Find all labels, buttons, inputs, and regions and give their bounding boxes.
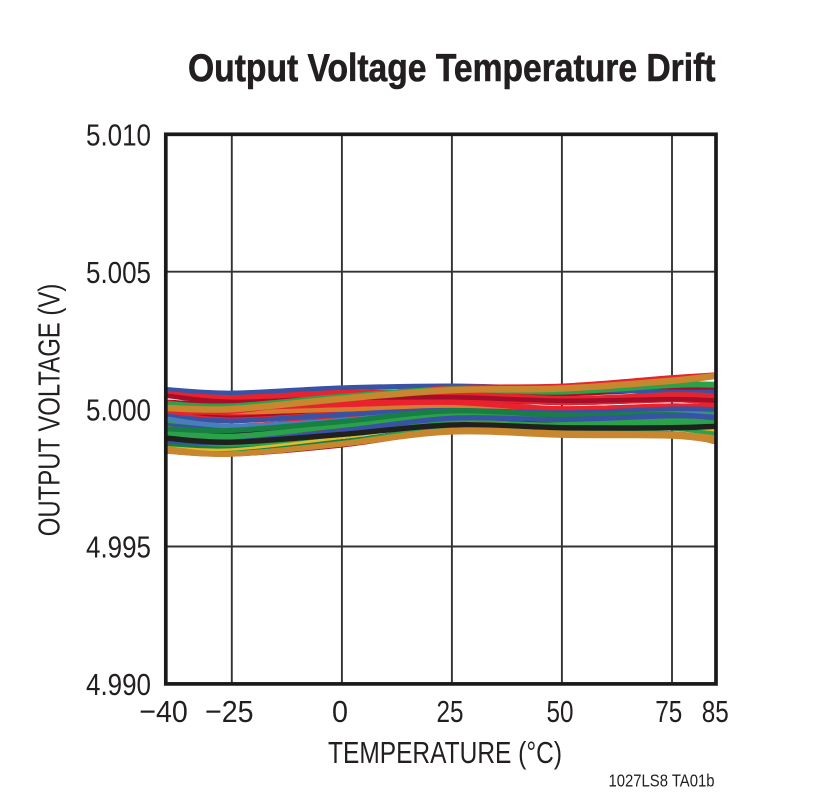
- svg-text:5.010: 5.010: [86, 118, 151, 153]
- svg-text:75: 75: [655, 694, 682, 729]
- svg-text:0: 0: [332, 694, 348, 729]
- svg-text:25: 25: [437, 694, 464, 729]
- svg-text:4.990: 4.990: [86, 667, 151, 702]
- svg-text:5.000: 5.000: [86, 392, 151, 427]
- svg-text:4.995: 4.995: [86, 530, 151, 565]
- svg-text:Output Voltage Temperature Dri: Output Voltage Temperature Drift: [188, 47, 716, 90]
- svg-text:85: 85: [702, 694, 729, 729]
- svg-text:TEMPERATURE (°C): TEMPERATURE (°C): [328, 735, 562, 770]
- svg-text:−25: −25: [205, 694, 254, 729]
- svg-text:50: 50: [547, 694, 574, 729]
- svg-text:−40: −40: [139, 694, 188, 729]
- svg-text:1027LS8 TA01b: 1027LS8 TA01b: [609, 770, 715, 790]
- svg-text:OUTPUT VOLTAGE (V): OUTPUT VOLTAGE (V): [32, 284, 67, 537]
- svg-text:5.005: 5.005: [86, 255, 151, 290]
